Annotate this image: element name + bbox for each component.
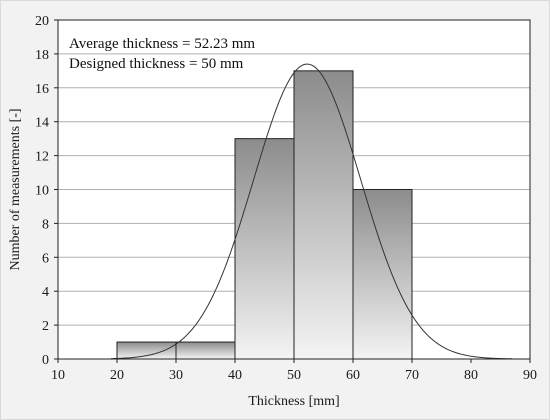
- x-tick-label-80: 80: [464, 368, 478, 383]
- y-tick-label-18: 18: [35, 48, 49, 63]
- histogram-bar-40-50: [234, 138, 295, 360]
- y-axis-label: Number of measurements [-]: [8, 108, 23, 270]
- y-tick-label-2: 2: [42, 319, 49, 334]
- x-tick-label-30: 30: [169, 368, 183, 383]
- average-thickness-annotation: Average thickness = 52.23 mm: [69, 36, 255, 52]
- histogram-bar-60-70: [352, 189, 413, 360]
- y-tick-label-4: 4: [42, 285, 49, 300]
- x-tick-label-70: 70: [405, 368, 419, 383]
- y-tick-label-14: 14: [35, 116, 49, 131]
- histogram-bars: [116, 70, 413, 360]
- histogram-bar-30-40: [175, 341, 236, 360]
- x-tick-label-40: 40: [228, 368, 242, 383]
- x-axis-ticks: 10 20 30 40 50 60 70 80 90: [51, 359, 537, 383]
- y-axis-ticks: 0 2 4 6 8 10 12 14 16 18 20: [35, 14, 58, 368]
- y-tick-label-0: 0: [42, 353, 49, 368]
- y-tick-label-6: 6: [42, 251, 49, 266]
- x-axis-label: Thickness [mm]: [248, 394, 339, 409]
- y-tick-label-12: 12: [35, 150, 49, 165]
- histogram-bar-20-30: [116, 341, 177, 360]
- y-tick-label-20: 20: [35, 14, 49, 29]
- designed-thickness-annotation: Designed thickness = 50 mm: [69, 56, 244, 72]
- y-tick-label-8: 8: [42, 217, 49, 232]
- histogram-bar-50-60: [293, 70, 354, 360]
- x-tick-label-90: 90: [523, 368, 537, 383]
- y-tick-label-16: 16: [35, 82, 49, 97]
- x-tick-label-50: 50: [287, 368, 301, 383]
- normal-fit-curve: [111, 63, 513, 360]
- x-tick-label-10: 10: [51, 368, 65, 383]
- y-tick-label-10: 10: [35, 184, 49, 199]
- x-tick-label-60: 60: [346, 368, 360, 383]
- x-tick-label-20: 20: [110, 368, 124, 383]
